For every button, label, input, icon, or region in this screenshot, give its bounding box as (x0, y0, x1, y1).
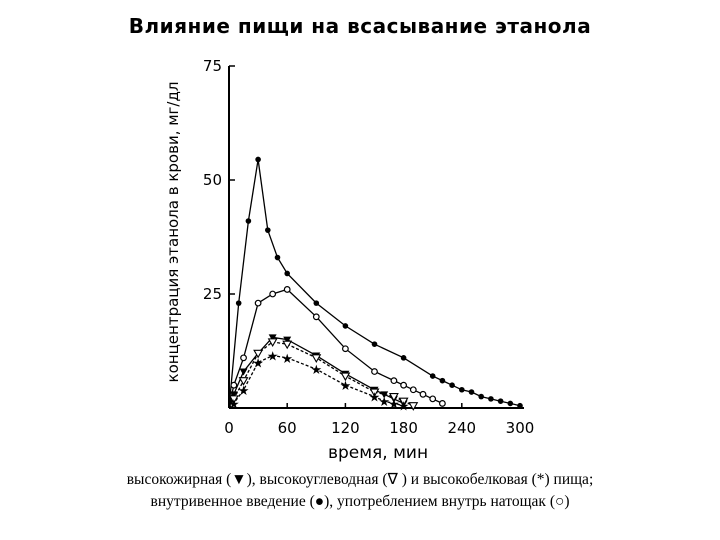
data-point (408, 402, 419, 411)
chart-series: ★★★ ★ ★★★★★★★ (228, 156, 523, 415)
y-tick-label: 75 (203, 57, 222, 75)
data-point (254, 299, 262, 307)
data-point (229, 391, 238, 399)
data-point (230, 381, 238, 389)
data-point (342, 345, 349, 353)
x-tick-label: 60 (278, 419, 297, 437)
x-tick-label: 180 (389, 419, 418, 437)
series-open-triangle (228, 338, 419, 411)
data-point (274, 254, 281, 261)
data-point: ★ (388, 397, 400, 412)
caption-line-2: внутривенное введение (●), употреблением… (150, 493, 570, 510)
data-point (253, 349, 264, 359)
chart-title: Влияние пищи на всасывание этанола (128, 14, 592, 38)
data-point (312, 313, 320, 321)
data-point (390, 377, 398, 385)
data-point (468, 389, 475, 395)
data-point (283, 286, 291, 293)
data-point (488, 396, 494, 402)
x-axis-label: время, мин (328, 443, 428, 463)
data-point: ★ (252, 356, 264, 371)
data-point (409, 386, 417, 394)
series-star: ★★★ ★ ★★★★★★★ (228, 350, 409, 415)
data-point (245, 218, 252, 224)
series-filled-circle (228, 156, 523, 409)
y-tick-label: 25 (203, 285, 222, 303)
data-point (313, 300, 320, 306)
data-point (238, 377, 249, 386)
data-point (268, 334, 277, 342)
data-point: ★ (310, 363, 322, 378)
x-tick-label: 240 (447, 419, 476, 437)
data-point (371, 341, 378, 347)
data-point (429, 395, 437, 403)
data-point (459, 386, 465, 393)
data-point (419, 390, 427, 398)
series-line (228, 354, 404, 409)
data-point (507, 400, 514, 407)
data-point (284, 270, 291, 277)
data-point (400, 355, 407, 361)
x-tick-label: 0 (224, 419, 234, 437)
data-point (265, 227, 271, 233)
caption-line-1: высокожирная (▼), высокоуглеводная (∇ ) … (126, 471, 594, 488)
data-point (269, 290, 277, 298)
chart-axes (228, 66, 524, 409)
data-point (371, 368, 378, 375)
data-point: ★ (281, 352, 293, 367)
data-point (340, 372, 351, 382)
data-point (369, 388, 380, 398)
data-point (380, 391, 389, 399)
data-point (228, 395, 239, 404)
data-point (388, 393, 399, 402)
data-point (239, 368, 248, 376)
data-point (282, 340, 293, 350)
data-point: ★ (369, 391, 381, 406)
data-point: ★ (398, 400, 410, 415)
data-point (429, 373, 436, 379)
data-point (400, 381, 408, 389)
x-tick-label: 120 (331, 419, 360, 437)
data-point (497, 398, 504, 404)
data-point (235, 300, 242, 306)
chart-ticks: 0 60 120 180 240 300 25 50 75 (203, 57, 534, 437)
data-point: ★ (267, 350, 279, 365)
data-point (267, 338, 278, 347)
data-point (342, 323, 349, 329)
data-point (240, 354, 247, 362)
data-point (311, 354, 322, 363)
data-point (255, 156, 261, 163)
data-point: ★ (228, 397, 240, 412)
x-tick-label: 300 (506, 419, 535, 437)
data-point (439, 400, 446, 407)
data-point (398, 397, 409, 407)
series-open-circle (228, 286, 446, 409)
data-point: ★ (238, 384, 250, 399)
data-point (517, 402, 523, 409)
y-axis-label: концентрация этанола в крови, мг/дл (164, 82, 182, 383)
data-point (449, 382, 455, 389)
data-point: ★ (378, 395, 390, 410)
data-point (283, 336, 292, 344)
data-point: ★ (340, 379, 352, 394)
data-point (439, 377, 446, 384)
data-point (478, 393, 485, 400)
y-tick-label: 50 (203, 171, 222, 189)
